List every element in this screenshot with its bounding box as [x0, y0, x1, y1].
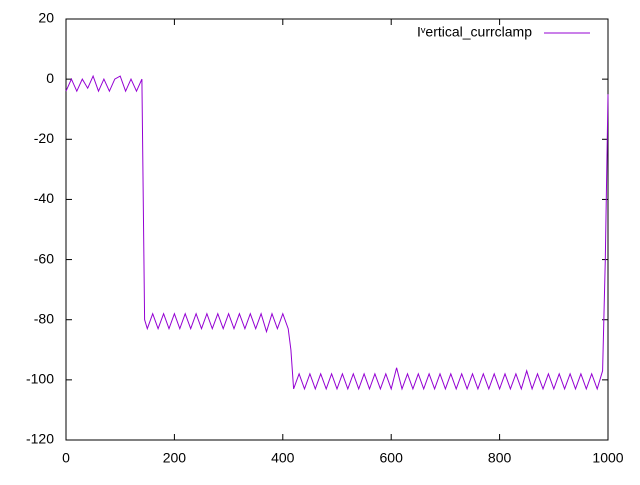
- x-tick-label: 0: [62, 450, 70, 466]
- y-tick-label: -60: [34, 250, 54, 266]
- y-tick-label: -120: [26, 431, 54, 447]
- data-line: [65, 74, 609, 391]
- y-tick-label: -100: [26, 371, 54, 387]
- legend-label: Iᵛertical_currclamp: [417, 24, 532, 40]
- plot-border: [65, 18, 609, 441]
- x-tick-label: 800: [488, 450, 512, 466]
- y-tick-label: 20: [38, 10, 54, 26]
- y-tick-label: -80: [34, 310, 54, 326]
- x-tick-label: 600: [380, 450, 404, 466]
- x-tick-label: 400: [271, 450, 295, 466]
- y-tick-label: -20: [34, 130, 54, 146]
- y-tick-label: -40: [34, 190, 54, 206]
- y-tick-label: 0: [46, 70, 54, 86]
- x-tick-label: 200: [163, 450, 187, 466]
- x-tick-label: 1000: [592, 450, 623, 466]
